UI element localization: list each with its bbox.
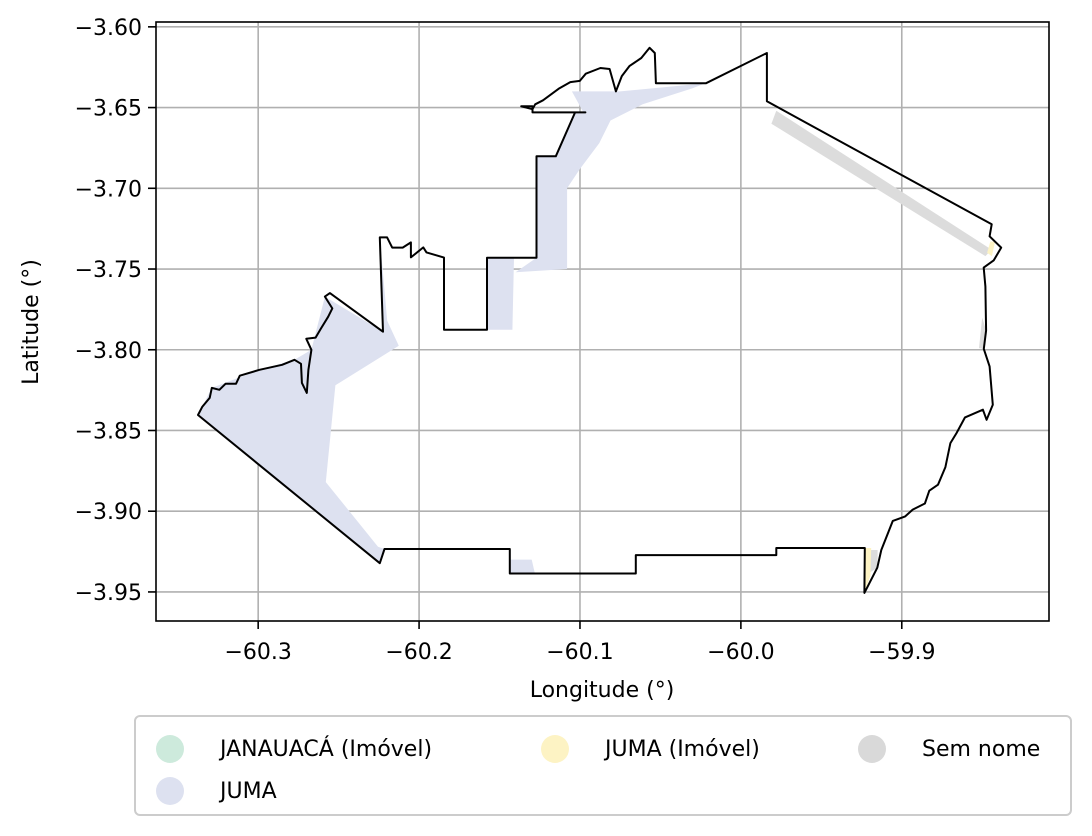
y-axis: −3.60 −3.65 −3.70 −3.75 −3.80 −3.85 −3.90 −3.95 [75,16,156,606]
x-axis: −60.3 −60.2 −60.1 −60.0 −59.9 [224,621,935,665]
y-tick-label: −3.65 [75,97,142,122]
legend-label-juma-imovel: JUMA (Imóvel) [605,736,760,762]
legend-label-janauaca-imovel: JANAUACÁ (Imóvel) [220,736,433,762]
juma-imovel-region [987,241,996,257]
y-tick-label: −3.95 [75,581,142,606]
legend: JANAUACÁ (Imóvel) JUMA (Imóvel) Sem nome… [134,715,1072,816]
legend-item-janauaca-imovel: JANAUACÁ (Imóvel) [156,735,432,763]
legend-item-juma-imovel: JUMA (Imóvel) [541,735,760,763]
legend-swatch-sem-nome [858,735,886,763]
juma-imovel-region [864,548,872,593]
legend-item-juma: JUMA [156,777,277,805]
x-tick-label: −59.9 [868,640,935,665]
y-tick-label: −3.70 [75,177,142,202]
legend-swatch-janauaca-imovel [156,735,184,763]
legend-label-juma: JUMA [220,778,277,804]
map-figure: −60.3 −60.2 −60.1 −60.0 −59.9 −3.60 −3.65 −3.7… [19,15,1050,703]
y-tick-label: −3.80 [75,339,142,364]
y-axis-label: Latitude (°) [19,259,44,385]
x-tick-label: −60.3 [224,640,291,665]
y-tick-label: −3.60 [75,16,142,41]
x-axis-label: Longitude (°) [530,678,675,703]
juma-region [487,257,514,330]
x-tick-label: −60.1 [546,640,613,665]
x-tick-label: −60.0 [707,640,774,665]
legend-swatch-juma [156,777,184,805]
y-tick-label: −3.75 [75,258,142,283]
plot-frame [155,21,1050,622]
legend-label-sem-nome: Sem nome [922,736,1041,762]
x-tick-label: −60.2 [385,640,452,665]
y-tick-label: −3.90 [75,500,142,525]
sem-nome-region [771,110,992,257]
map-regions [198,83,996,593]
juma-boundary-line [197,46,1003,594]
y-tick-label: −3.85 [75,419,142,444]
legend-swatch-juma-imovel [541,735,569,763]
boundary-outline [197,46,1003,594]
juma-region [198,237,399,564]
juma-region [515,83,706,273]
sem-nome-region [869,550,878,573]
juma-region [509,559,535,574]
legend-item-sem-nome: Sem nome [858,735,1040,763]
